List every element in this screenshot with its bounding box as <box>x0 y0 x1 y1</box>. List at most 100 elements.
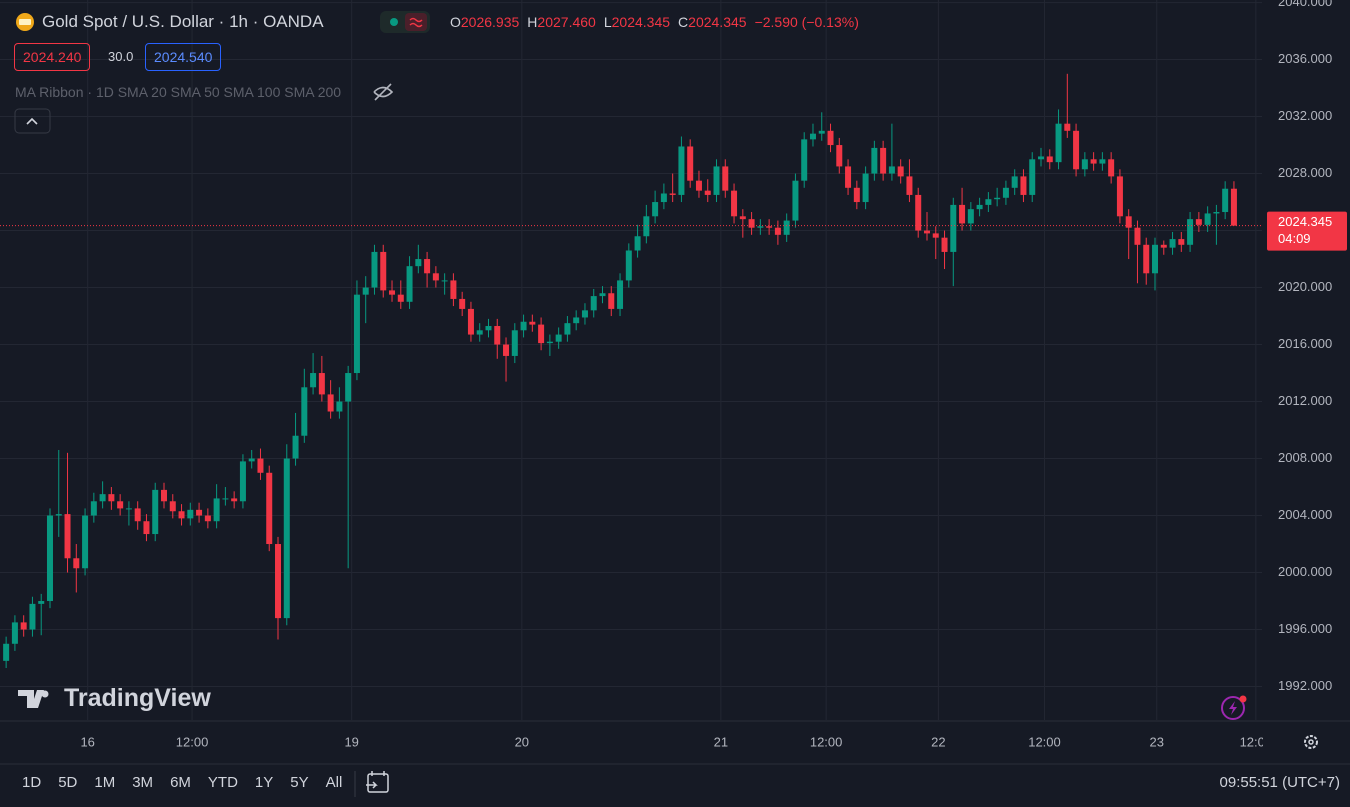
y-tick-label: 2036.000 <box>1278 51 1332 66</box>
candle-body <box>38 601 45 604</box>
y-tick-label: 2016.000 <box>1278 336 1332 351</box>
candle-body <box>222 498 229 500</box>
candle-body <box>213 498 220 522</box>
ohlc-key: H <box>527 14 538 30</box>
x-tick-label: 19 <box>344 734 358 749</box>
candle-body <box>757 226 764 228</box>
change: −2.590 (−0.13%) <box>754 14 859 30</box>
candle-body <box>1230 188 1237 226</box>
candle-body <box>845 166 852 188</box>
candle-body <box>353 294 360 374</box>
candle-body <box>1160 244 1167 248</box>
candle-body <box>406 266 413 302</box>
timeframe-button[interactable]: 1D <box>22 774 42 791</box>
candle-body <box>336 401 343 412</box>
ohlc-value: 2027.460 <box>537 14 596 30</box>
timeframe-button[interactable]: 1Y <box>254 774 274 791</box>
date-range-arrow <box>366 771 385 789</box>
x-tick-label: 23 <box>1150 734 1164 749</box>
lightning-icon[interactable] <box>1221 696 1245 720</box>
candle-body <box>310 373 317 388</box>
candle-body <box>389 290 396 295</box>
candle-body <box>275 544 282 619</box>
candle-body <box>503 344 510 356</box>
candle-body <box>283 458 290 619</box>
clock: 09:55:51 (UTC+7) <box>1219 774 1340 791</box>
y-tick-label: 2008.000 <box>1278 450 1332 465</box>
candle-body <box>695 180 702 191</box>
candle-body <box>64 514 71 559</box>
price-scale-bg <box>1263 722 1293 763</box>
candle-body <box>853 187 860 203</box>
candle-body <box>888 166 895 174</box>
ohlc-value: 2026.935 <box>460 14 520 30</box>
candle-body <box>90 501 97 516</box>
candle-body <box>467 308 474 335</box>
ask-button[interactable]: 2024.540 <box>145 43 222 71</box>
candle-body <box>1064 123 1071 131</box>
candle-body <box>485 326 492 331</box>
ohlc-item: C2024.345 <box>678 14 747 30</box>
candle-body <box>345 373 352 402</box>
candle-body <box>134 508 141 522</box>
date-range-icon[interactable] <box>367 773 389 793</box>
candle-body <box>380 251 387 291</box>
candle-body <box>169 501 176 512</box>
indicator-legend: MA Ribbon · 1D SMA 20 SMA 50 SMA 100 SMA… <box>15 84 342 100</box>
eye-icon[interactable] <box>373 83 394 101</box>
candle-body <box>1099 159 1106 164</box>
candle-body <box>327 394 334 412</box>
candle-body <box>1116 176 1123 217</box>
y-tick-label: 1996.000 <box>1278 621 1332 636</box>
candle-body <box>959 204 966 224</box>
ohlc-key: C <box>678 14 689 30</box>
candle-body <box>766 226 773 228</box>
axes: 1992.000 1996.000 2000.000 2004.000 2008.000… <box>80 0 1347 763</box>
timeframe-button[interactable]: 5D <box>58 774 78 791</box>
candle-body <box>257 458 264 473</box>
y-tick-label: 2040.000 <box>1278 0 1332 9</box>
x-tick-label: 20 <box>515 734 529 749</box>
candle-body <box>625 250 632 281</box>
status-wave <box>409 17 423 28</box>
candle-body <box>906 176 913 195</box>
candle-body <box>239 461 246 502</box>
candle-body <box>204 515 211 522</box>
candle-body <box>555 334 562 342</box>
candle-body <box>1195 219 1202 225</box>
candle-body <box>792 180 799 221</box>
candle-body <box>292 435 299 459</box>
countdown: 04:09 <box>1278 231 1311 246</box>
candle-body <box>20 622 27 630</box>
timeframe-button[interactable]: 3M <box>132 774 154 791</box>
y-tick-label: 2028.000 <box>1278 165 1332 180</box>
candle-body <box>108 494 115 502</box>
x-tick-label: 21 <box>714 734 728 749</box>
candle-body <box>415 259 422 267</box>
candle-body <box>73 558 80 569</box>
candle-body <box>196 509 203 516</box>
spread: 30.0 <box>108 49 134 64</box>
timeframe-button[interactable]: 1M <box>94 774 116 791</box>
candle-body <box>590 296 597 311</box>
candle-body <box>564 323 571 335</box>
x-tick-label: 12:00 <box>176 734 209 749</box>
timeframe-button[interactable]: 5Y <box>290 774 309 791</box>
candle-body <box>880 147 887 174</box>
timeframe-button[interactable]: All <box>325 774 343 791</box>
collapse-button[interactable] <box>14 108 51 134</box>
ohlc-item: H2027.460 <box>527 14 596 30</box>
candle-body <box>932 233 939 238</box>
timeframe-button[interactable]: YTD <box>207 774 238 791</box>
candle-body <box>1029 159 1036 195</box>
settings-icon[interactable] <box>1304 735 1318 749</box>
bid-button[interactable]: 2024.240 <box>14 43 91 71</box>
candle-body <box>915 194 922 231</box>
timeframe-button[interactable]: 6M <box>170 774 191 791</box>
candle-body <box>318 373 325 395</box>
candle-body <box>301 387 308 436</box>
candle-body <box>1046 156 1053 163</box>
candle-body <box>1108 159 1115 177</box>
candle-body <box>117 501 124 509</box>
